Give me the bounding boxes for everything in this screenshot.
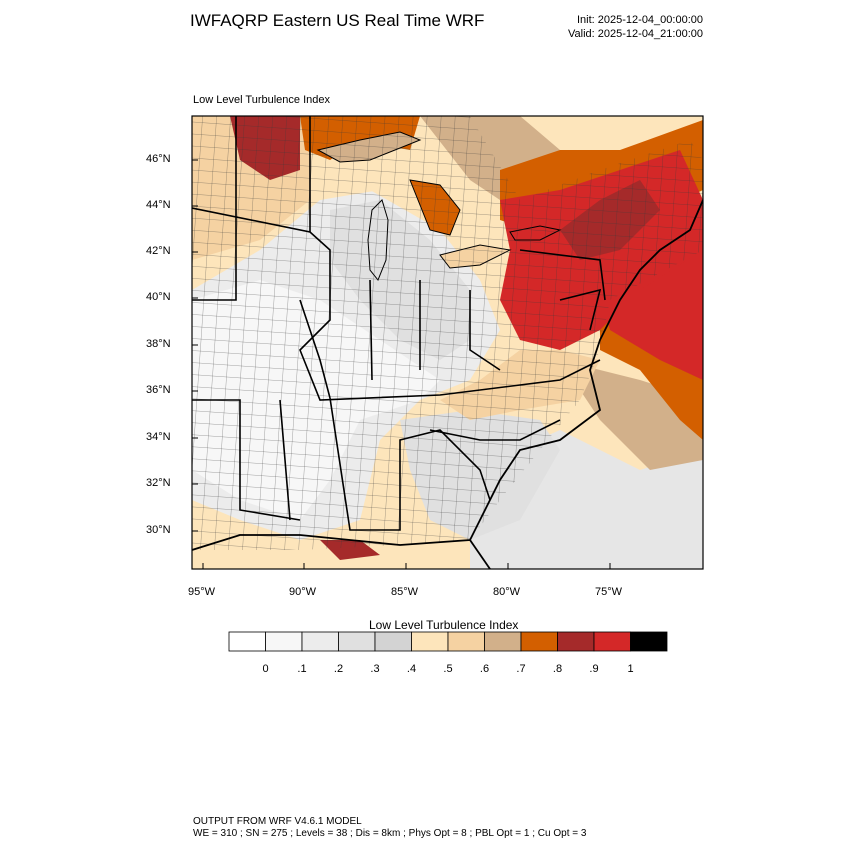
coastline: [192, 199, 703, 551]
state-boundaries: [192, 116, 606, 531]
main-title: IWFAQRP Eastern US Real Time WRF: [190, 11, 485, 30]
colorbar-label: 1: [627, 663, 634, 675]
footer-model-info: OUTPUT FROM WRF V4.6.1 MODEL: [193, 816, 362, 827]
colorbar-swatch: [484, 631, 522, 652]
lat-label: 32°N: [146, 477, 171, 489]
lon-label: 90°W: [289, 586, 317, 598]
county-grid: [192, 116, 703, 550]
florida-outline: [469, 539, 491, 569]
lat-label: 30°N: [146, 524, 171, 536]
colorbar-swatch: [630, 631, 668, 652]
colorbar-swatch: [411, 631, 449, 652]
plot-subtitle: Low Level Turbulence Index: [193, 94, 330, 106]
lat-label: 46°N: [146, 153, 171, 165]
colorbar-swatch: [265, 631, 303, 652]
colorbar-title: Low Level Turbulence Index: [369, 618, 519, 632]
map-frame: [191, 115, 704, 570]
ocean-tan-region: [560, 360, 703, 470]
colorbar: [228, 631, 668, 652]
colorbar-swatch: [374, 631, 412, 652]
lon-label: 95°W: [188, 586, 216, 598]
colorbar-swatch: [338, 631, 376, 652]
colorbar-label: .2: [333, 663, 344, 675]
colorbar-swatch: [520, 631, 558, 652]
lon-label: 80°W: [493, 586, 521, 598]
colorbar-swatch: [301, 631, 339, 652]
lat-label: 42°N: [146, 245, 171, 257]
lon-ticks: [202, 563, 611, 569]
colorbar-label: .7: [516, 663, 526, 675]
colorbar-label: .3: [370, 663, 380, 675]
colorbar-swatch: [447, 631, 485, 652]
colorbar-swatch: [593, 631, 631, 652]
colorbar-swatch: [557, 631, 595, 652]
lat-label: 40°N: [146, 291, 171, 303]
lat-label: 34°N: [146, 431, 171, 443]
lon-label: 75°W: [595, 586, 623, 598]
colorbar-label: .8: [552, 663, 563, 675]
colorbar-label: .1: [297, 663, 307, 675]
colorbar-label: .4: [406, 663, 417, 675]
valid-time: Valid: 2025-12-04_21:00:00: [568, 28, 703, 40]
colorbar-label: .9: [589, 663, 599, 675]
lat-label: 38°N: [146, 338, 171, 350]
init-time: Init: 2025-12-04_00:00:00: [577, 14, 703, 26]
colorbar-label: .5: [443, 663, 453, 675]
lat-ticks: [192, 159, 198, 532]
colorbar-swatch: [228, 631, 266, 652]
map-area: [192, 116, 703, 569]
lat-label: 44°N: [146, 199, 171, 211]
colorbar-label: .6: [479, 663, 490, 675]
lon-label: 85°W: [391, 586, 419, 598]
lat-label: 36°N: [146, 384, 171, 396]
footer-config-info: WE = 310 ; SN = 275 ; Levels = 38 ; Dis …: [193, 828, 587, 839]
colorbar-label: 0: [262, 663, 269, 675]
